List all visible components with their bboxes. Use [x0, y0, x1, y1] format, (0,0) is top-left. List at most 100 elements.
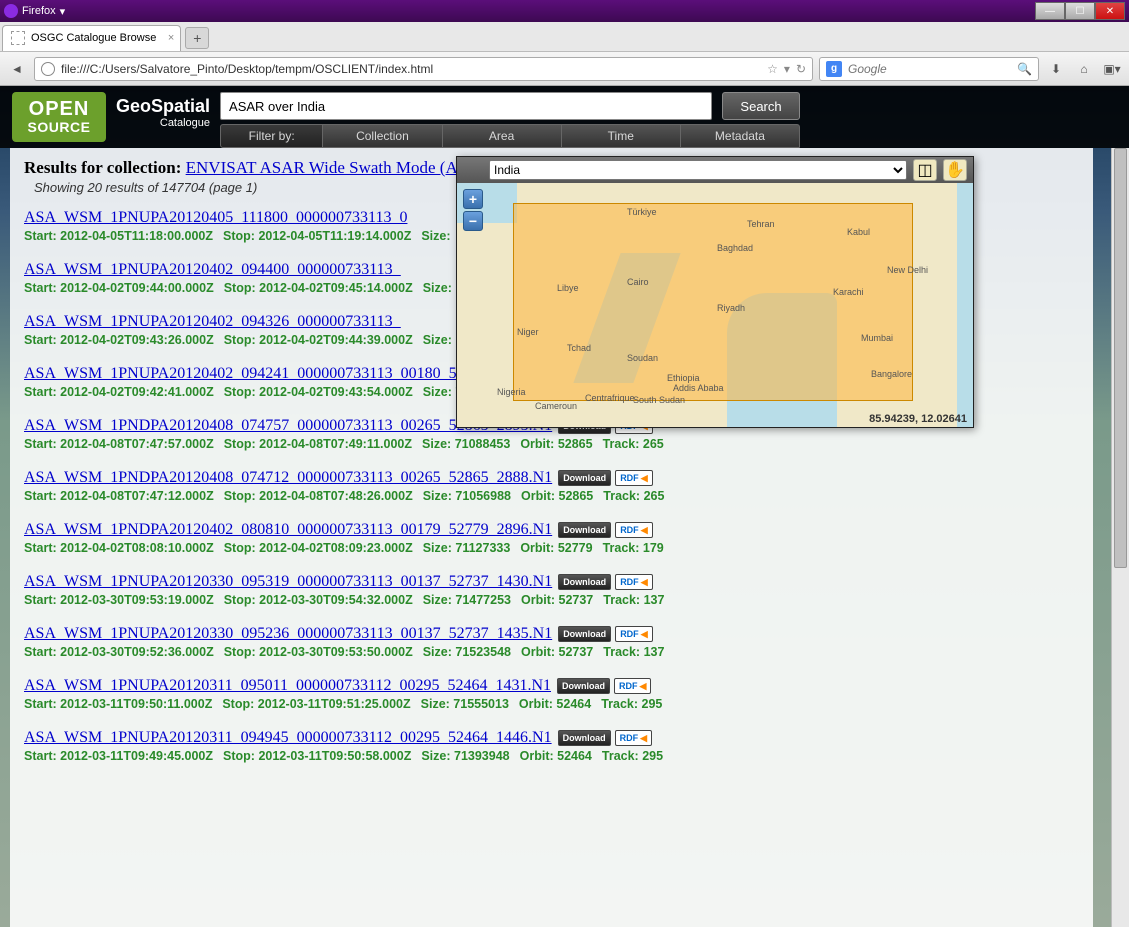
google-icon: g [826, 61, 842, 77]
result-title-link[interactable]: ASA_WSM_1PNUPA20120402_094326_0000007331… [24, 313, 401, 331]
map-popup: India ◫ ✋ + − TürkiyeTehranKabulBaghdadC… [456, 156, 974, 428]
rdf-badge[interactable]: RDF◀ [615, 730, 652, 746]
result-meta: Start: 2012-04-02T08:08:10.000ZStop: 201… [24, 541, 1079, 555]
app-name: Firefox [22, 5, 56, 17]
map-place-label: Kabul [847, 227, 870, 237]
zoom-in-button[interactable]: + [463, 189, 483, 209]
tab-close-icon[interactable]: × [168, 32, 174, 44]
result-meta: Start: 2012-03-30T09:52:36.000ZStop: 201… [24, 645, 1079, 659]
filter-label: Filter by: [220, 124, 323, 148]
map-toolbar: India ◫ ✋ [457, 157, 973, 183]
download-badge[interactable]: Download [558, 574, 611, 590]
filter-collection[interactable]: Collection [323, 124, 442, 148]
filter-time[interactable]: Time [562, 124, 681, 148]
search-icon[interactable]: 🔍 [1017, 62, 1032, 76]
result-title-link[interactable]: ASA_WSM_1PNUPA20120330_095319_0000007331… [24, 573, 552, 591]
map-place-label: South Sudan [633, 395, 685, 405]
download-badge[interactable]: Download [558, 522, 611, 538]
map-place-label: Cameroun [535, 401, 577, 411]
select-tool-icon[interactable]: ◫ [913, 159, 937, 181]
nav-toolbar: ◄ file:///C:/Users/Salvatore_Pinto/Deskt… [0, 52, 1129, 86]
download-badge[interactable]: Download [558, 730, 611, 746]
result-title-link[interactable]: ASA_WSM_1PNUPA20120402_094400_0000007331… [24, 261, 401, 279]
map-place-label: Mumbai [861, 333, 893, 343]
map-place-label: Tchad [567, 343, 591, 353]
brand-text: GeoSpatial Catalogue [116, 92, 210, 129]
bookmark-icon[interactable]: ☆ [767, 62, 778, 76]
result-row: ASA_WSM_1PNUPA20120330_095236_0000007331… [24, 625, 1079, 659]
map-place-label: Karachi [833, 287, 864, 297]
result-meta: Start: 2012-04-08T07:47:12.000ZStop: 201… [24, 489, 1079, 503]
map-place-label: Bangalore [871, 369, 912, 379]
map-place-label: Baghdad [717, 243, 753, 253]
map-place-label: New Delhi [887, 265, 928, 275]
rdf-badge[interactable]: RDF◀ [615, 470, 652, 486]
region-select[interactable]: India [489, 160, 907, 180]
new-tab-button[interactable]: + [185, 27, 209, 49]
map-place-label: Ethiopia [667, 373, 700, 383]
app-header: OPEN SOURCE GeoSpatial Catalogue Search … [0, 86, 1129, 148]
map-coordinates: 85.94239, 12.02641 [869, 413, 967, 425]
zoom-out-button[interactable]: − [463, 211, 483, 231]
rdf-badge[interactable]: RDF◀ [615, 574, 652, 590]
map-place-label: Libye [557, 283, 579, 293]
result-row: ASA_WSM_1PNUPA20120311_095011_0000007331… [24, 677, 1079, 711]
rdf-badge[interactable]: RDF◀ [615, 522, 652, 538]
result-row: ASA_WSM_1PNDPA20120402_080810_0000007331… [24, 521, 1079, 555]
map-place-label: Soudan [627, 353, 658, 363]
search-input[interactable] [848, 62, 1011, 76]
firefox-icon [4, 4, 18, 18]
map-place-label: Nigeria [497, 387, 526, 397]
result-title-link[interactable]: ASA_WSM_1PNDPA20120402_080810_0000007331… [24, 521, 552, 539]
result-row: ASA_WSM_1PNUPA20120330_095319_0000007331… [24, 573, 1079, 607]
url-bar[interactable]: file:///C:/Users/Salvatore_Pinto/Desktop… [34, 57, 813, 81]
scroll-thumb[interactable] [1114, 148, 1127, 568]
download-badge[interactable]: Download [558, 626, 611, 642]
addon-icon[interactable]: ▣▾ [1101, 58, 1123, 80]
result-title-link[interactable]: ASA_WSM_1PNUPA20120311_094945_0000007331… [24, 729, 552, 747]
map-place-label: Centrafrique [585, 393, 635, 403]
map-place-label: Addis Ababa [673, 383, 724, 393]
tab-strip: OSGC Catalogue Browse × + [0, 22, 1129, 52]
search-button[interactable]: Search [722, 92, 800, 120]
back-button[interactable]: ◄ [6, 58, 28, 80]
rdf-badge[interactable]: RDF◀ [615, 626, 652, 642]
logo: OPEN SOURCE [12, 92, 106, 142]
maximize-button[interactable]: ☐ [1065, 2, 1095, 20]
collection-link[interactable]: ENVISAT ASAR Wide Swath Mode (ASA [186, 158, 480, 177]
result-title-link[interactable]: ASA_WSM_1PNUPA20120311_095011_0000007331… [24, 677, 551, 695]
result-title-link[interactable]: ASA_WSM_1PNDPA20120408_074712_0000007331… [24, 469, 552, 487]
result-meta: Start: 2012-03-11T09:49:45.000ZStop: 201… [24, 749, 1079, 763]
favicon-icon [11, 31, 25, 45]
globe-icon [41, 62, 55, 76]
map-canvas[interactable]: + − TürkiyeTehranKabulBaghdadCairoRiyadh… [457, 183, 973, 427]
minimize-button[interactable]: — [1035, 2, 1065, 20]
search-box[interactable]: g 🔍 [819, 57, 1039, 81]
url-text: file:///C:/Users/Salvatore_Pinto/Desktop… [61, 62, 761, 76]
map-place-label: Tehran [747, 219, 775, 229]
result-title-link[interactable]: ASA_WSM_1PNUPA20120405_111800_0000007331… [24, 209, 407, 227]
rdf-badge[interactable]: RDF◀ [614, 678, 651, 694]
result-row: ASA_WSM_1PNDPA20120408_074712_0000007331… [24, 469, 1079, 503]
download-icon[interactable]: ⬇ [1045, 58, 1067, 80]
close-button[interactable]: ✕ [1095, 2, 1125, 20]
viewport: OPEN SOURCE GeoSpatial Catalogue Search … [0, 86, 1129, 927]
pan-tool-icon[interactable]: ✋ [943, 159, 967, 181]
main-search-input[interactable] [220, 92, 712, 120]
filter-area[interactable]: Area [443, 124, 562, 148]
result-meta: Start: 2012-04-08T07:47:57.000ZStop: 201… [24, 437, 1079, 451]
reload-icon[interactable]: ↻ [796, 62, 806, 76]
browser-tab[interactable]: OSGC Catalogue Browse × [2, 25, 181, 51]
download-badge[interactable]: Download [557, 678, 610, 694]
download-badge[interactable]: Download [558, 470, 611, 486]
window-titlebar: Firefox ▾ — ☐ ✕ [0, 0, 1129, 22]
map-place-label: Riyadh [717, 303, 745, 313]
map-place-label: Cairo [627, 277, 649, 287]
result-title-link[interactable]: ASA_WSM_1PNUPA20120330_095236_0000007331… [24, 625, 552, 643]
filter-metadata[interactable]: Metadata [681, 124, 800, 148]
filter-row: Filter by: Collection Area Time Metadata [220, 124, 800, 148]
home-icon[interactable]: ⌂ [1073, 58, 1095, 80]
map-place-label: Niger [517, 327, 539, 337]
scrollbar[interactable] [1111, 148, 1129, 927]
result-meta: Start: 2012-03-11T09:50:11.000ZStop: 201… [24, 697, 1079, 711]
